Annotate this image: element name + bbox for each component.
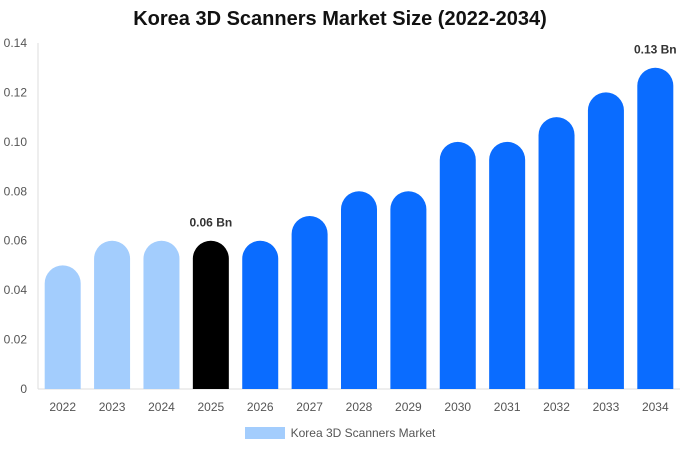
legend-label: Korea 3D Scanners Market xyxy=(290,426,436,440)
bar-2026 xyxy=(242,240,279,389)
x-tick-label: 2028 xyxy=(346,400,373,414)
bar-2029 xyxy=(390,191,427,389)
chart-title: Korea 3D Scanners Market Size (2022-2034… xyxy=(133,8,547,30)
x-tick-label: 2024 xyxy=(148,400,175,414)
x-tick-label: 2033 xyxy=(593,400,620,414)
x-tick-label: 2029 xyxy=(395,400,422,414)
bar-2023 xyxy=(94,240,131,389)
x-tick-label: 2031 xyxy=(494,400,521,414)
y-tick-label: 0.02 xyxy=(4,333,28,347)
x-tick-label: 2025 xyxy=(197,400,224,414)
y-tick-label: 0.04 xyxy=(4,283,28,297)
bar-2033 xyxy=(587,92,624,389)
bar-2027 xyxy=(291,216,328,389)
bar-2032 xyxy=(538,117,575,389)
y-tick-label: 0.10 xyxy=(4,135,28,149)
bar-2030 xyxy=(439,141,476,389)
bar-2025 xyxy=(192,240,229,389)
data-label-2034: 0.13 Bn xyxy=(634,43,677,57)
y-tick-label: 0.08 xyxy=(4,184,28,198)
data-label-2025: 0.06 Bn xyxy=(190,216,233,230)
bar-2022 xyxy=(44,265,81,389)
bar-2028 xyxy=(341,191,377,389)
bar-2024 xyxy=(143,240,180,389)
bars-group xyxy=(44,67,674,389)
x-tick-label: 2034 xyxy=(642,400,669,414)
x-tick-label: 2026 xyxy=(247,400,274,414)
y-tick-label: 0 xyxy=(20,382,27,396)
x-tick-label: 2023 xyxy=(99,400,126,414)
y-tick-label: 0.12 xyxy=(4,85,28,99)
y-tick-label: 0.14 xyxy=(4,36,28,50)
legend-swatch xyxy=(244,427,285,439)
x-axis-ticks: 2022 2023 2024 2025 2026 2027 2028 2029 2030 2031… xyxy=(49,400,669,414)
x-tick-label: 2030 xyxy=(444,400,471,414)
bar-2031 xyxy=(489,141,526,389)
bar-2034 xyxy=(637,67,674,389)
x-tick-label: 2027 xyxy=(296,400,323,414)
x-tick-label: 2022 xyxy=(49,400,76,414)
legend: Korea 3D Scanners Market xyxy=(0,426,680,440)
y-axis-ticks: 0 0.02 0.04 0.06 0.08 0.10 0.12 0.14 xyxy=(4,36,28,396)
y-tick-label: 0.06 xyxy=(4,234,28,248)
x-tick-label: 2032 xyxy=(543,400,570,414)
data-labels-group: 0.06 Bn 0.13 Bn xyxy=(190,43,677,230)
